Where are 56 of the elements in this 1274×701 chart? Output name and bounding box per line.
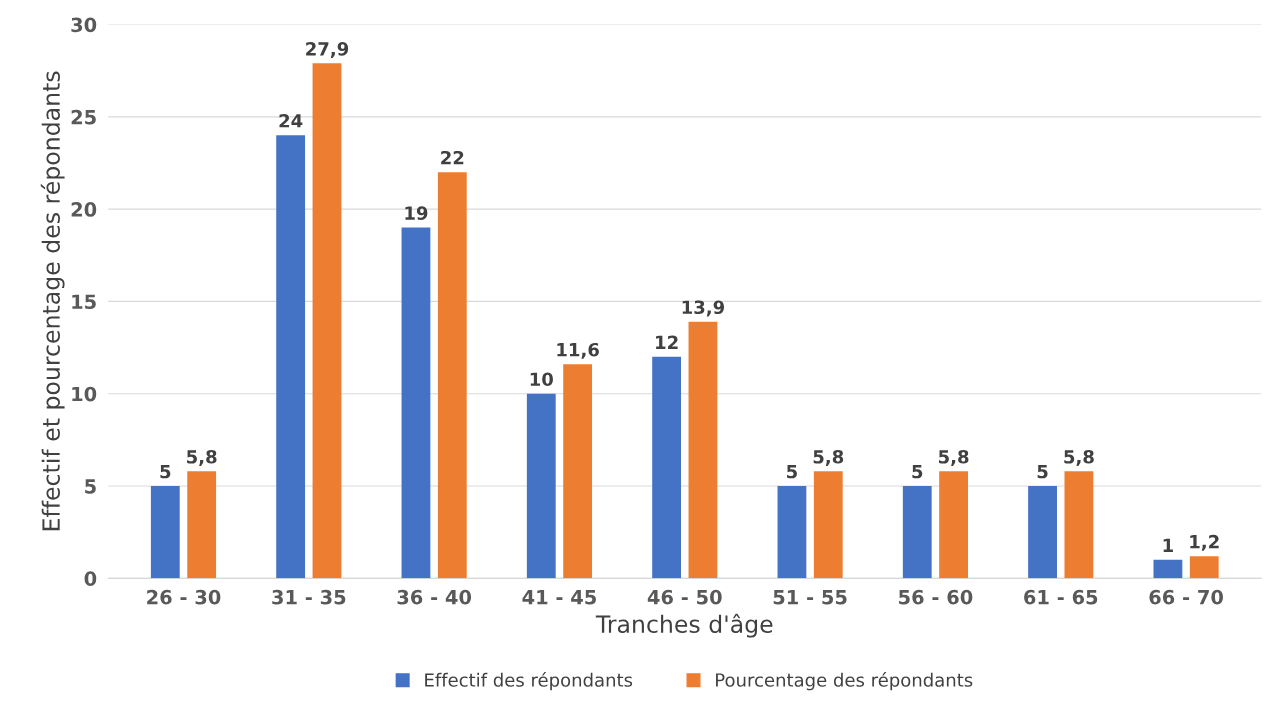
data-label: 19: [405, 206, 428, 220]
data-label: 5: [912, 464, 923, 479]
data-label: 5: [787, 464, 797, 479]
y-axis-title: Effectif et pourcentage des répondants: [40, 71, 65, 531]
x-tick-label: 31 - 35: [272, 589, 346, 605]
data-label: 12: [656, 335, 678, 349]
y-tick-label: 10: [72, 386, 97, 402]
bar: [312, 63, 342, 579]
data-label: 24: [279, 113, 303, 128]
x-tick-label: 56 - 60: [899, 589, 973, 605]
bar: [526, 393, 556, 579]
bar: [1189, 556, 1219, 579]
y-tick-label: 25: [71, 109, 96, 125]
legend-label: Effectif des répondants: [425, 672, 633, 691]
bar: [813, 471, 843, 579]
data-label: 5: [160, 464, 171, 479]
data-label: 1: [1163, 538, 1173, 552]
bar: [1028, 486, 1057, 579]
data-label: 5,8: [187, 449, 217, 466]
x-axis-title: Tranches d'âge: [595, 613, 773, 638]
legend-label: Pourcentage des répondants: [716, 672, 973, 691]
data-label: 5,8: [1064, 449, 1094, 466]
bar: [777, 486, 807, 579]
x-tick-label: 46 - 50: [647, 589, 722, 605]
bar: [563, 364, 593, 579]
bar: [688, 321, 718, 579]
y-tick-label: 20: [71, 202, 97, 217]
data-label: 1,2: [1190, 534, 1219, 551]
data-label: 27,9: [306, 41, 349, 58]
y-tick-label: 0: [84, 571, 97, 586]
x-tick-label: 51 - 55: [773, 590, 847, 605]
bar: [437, 172, 467, 579]
data-label: 11,6: [557, 342, 599, 359]
bar: [150, 486, 180, 579]
data-label: 5,8: [938, 449, 969, 466]
bar: [276, 135, 306, 579]
bar: [939, 471, 968, 579]
y-tick-label: 5: [85, 479, 96, 494]
bar: [902, 486, 932, 579]
y-tick-label: 30: [71, 17, 97, 33]
bar: [401, 227, 431, 579]
bar: [652, 356, 682, 579]
x-tick-label: 61 - 65: [1024, 589, 1098, 605]
x-tick-label: 36 - 40: [397, 589, 472, 605]
x-tick-label: 41 - 45: [522, 590, 596, 605]
data-label: 10: [530, 372, 553, 387]
bar: [187, 471, 217, 579]
y-tick-label: 15: [72, 294, 96, 310]
data-label: 5: [1037, 464, 1048, 479]
bar: [1064, 471, 1094, 579]
x-tick-label: 66 - 70: [1149, 589, 1223, 605]
data-label: 22: [441, 150, 464, 165]
data-label: 13,9: [682, 300, 725, 317]
x-tick-label: 26 - 30: [147, 589, 221, 605]
bar: [1153, 559, 1183, 579]
data-label: 5,8: [813, 449, 844, 466]
